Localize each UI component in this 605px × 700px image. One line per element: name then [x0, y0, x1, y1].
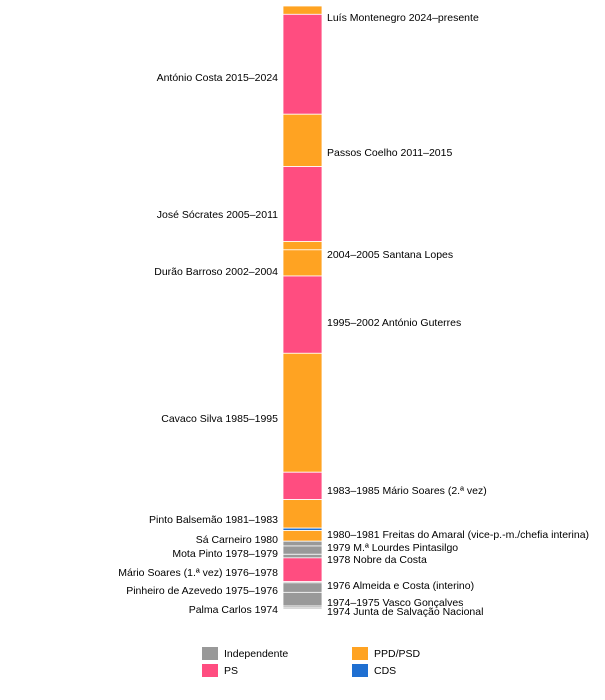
segment-1 — [282, 13, 323, 115]
segment-11 — [282, 530, 323, 542]
legend-swatch-3 — [352, 664, 368, 677]
segment-label-13: Mota Pinto 1978–1979 — [172, 548, 278, 560]
segment-label-1: António Costa 2015–2024 — [157, 72, 279, 84]
segment-label-7: Cavaco Silva 1985–1995 — [161, 413, 278, 425]
segment-label-15: Mário Soares (1.ª vez) 1976–1978 — [118, 567, 278, 579]
legend-label-3: CDS — [374, 665, 396, 677]
segment-8 — [282, 471, 323, 500]
segment-17 — [282, 582, 323, 593]
segment-label-14: 1978 Nobre da Costa — [327, 554, 427, 566]
segment-label-3: José Sócrates 2005–2011 — [157, 209, 278, 221]
segment-label-6: 1995–2002 António Guterres — [327, 317, 461, 329]
segment-label-17: Pinheiro de Azevedo 1975–1976 — [126, 585, 278, 597]
segment-12 — [282, 540, 323, 547]
segment-label-5: Durão Barroso 2002–2004 — [154, 266, 278, 278]
segment-label-4: 2004–2005 Santana Lopes — [327, 249, 453, 261]
segment-4 — [282, 241, 323, 251]
segment-20 — [282, 607, 323, 610]
segment-0 — [282, 5, 323, 15]
segment-7 — [282, 352, 323, 473]
segment-3 — [282, 166, 323, 242]
segment-label-12: 1979 M.ª Lourdes Pintasilgo — [327, 542, 458, 554]
legend-swatch-0 — [202, 647, 218, 660]
segment-label-9: Pinto Balsemão 1981–1983 — [149, 514, 278, 526]
timeline-labels: Luís Montenegro 2024–presente António Cos… — [118, 12, 589, 618]
segment-label-0: Luís Montenegro 2024–presente — [327, 12, 479, 24]
segment-label-20: 1974 Junta de Salvação Nacional — [327, 606, 483, 618]
segment-2 — [282, 113, 323, 167]
segment-label-16: 1976 Almeida e Costa (interino) — [327, 580, 474, 592]
segment-18 — [282, 591, 323, 607]
segment-label-2: Passos Coelho 2011–2015 — [327, 147, 452, 159]
segment-label-10: 1980–1981 Freitas do Amaral (vice-p.-m./… — [327, 529, 589, 541]
timeline-bars — [282, 5, 323, 610]
segment-9 — [282, 499, 323, 529]
segment-label-11: Sá Carneiro 1980 — [196, 534, 278, 546]
legend-swatch-2 — [352, 647, 368, 660]
segment-6 — [282, 275, 323, 354]
legend-label-1: PS — [224, 665, 238, 677]
segment-label-18: 1974–1975 Vasco Gonçalves — [327, 597, 463, 609]
legend-label-0: Independente — [224, 648, 288, 660]
legend: Independente PS PPD/PSD CDS — [202, 647, 421, 677]
segment-label-19: Palma Carlos 1974 — [189, 604, 278, 616]
segment-13 — [282, 545, 323, 555]
segment-5 — [282, 249, 323, 277]
legend-swatch-1 — [202, 664, 218, 677]
segment-15 — [282, 557, 323, 583]
segment-label-8: 1983–1985 Mário Soares (2.ª vez) — [327, 485, 487, 497]
legend-label-2: PPD/PSD — [374, 648, 421, 660]
segment-14 — [282, 553, 323, 559]
